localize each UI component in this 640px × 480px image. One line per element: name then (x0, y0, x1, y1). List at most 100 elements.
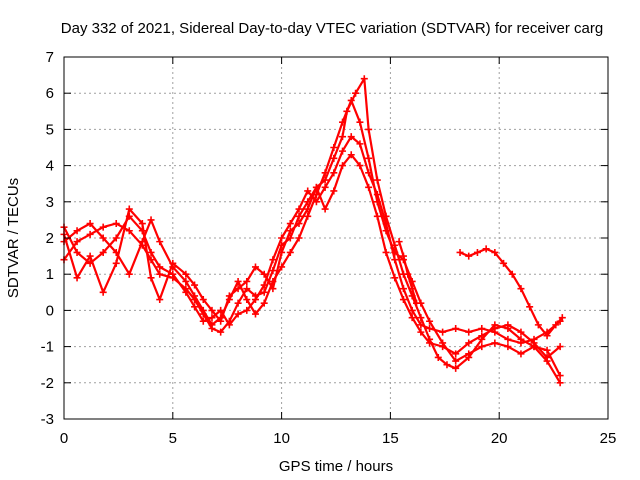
data-point (278, 234, 286, 242)
data-point (356, 162, 364, 170)
data-point (86, 230, 94, 238)
data-point (330, 154, 338, 162)
data-point (251, 263, 259, 271)
data-point (321, 205, 329, 213)
data-point (243, 285, 251, 293)
data-point (251, 296, 259, 304)
data-point (413, 299, 421, 307)
data-point (356, 118, 364, 126)
data-point (312, 183, 320, 191)
data-point (112, 234, 120, 242)
y-tick-label: 3 (46, 194, 54, 211)
data-point (399, 285, 407, 293)
data-point (399, 252, 407, 260)
data-point (295, 205, 303, 213)
x-tick-label: 5 (169, 430, 177, 447)
data-point (417, 321, 425, 329)
data-point (426, 317, 434, 325)
data-point (452, 357, 460, 365)
data-point (182, 270, 190, 278)
data-point (125, 270, 133, 278)
chart-title: Day 332 of 2021, Sidereal Day-to-day VTE… (61, 20, 603, 37)
data-point (147, 216, 155, 224)
y-tick-label: 6 (46, 85, 54, 102)
data-point (339, 147, 347, 155)
y-tick-label: -2 (41, 375, 54, 392)
data-point (482, 245, 490, 253)
data-point (234, 299, 242, 307)
data-point (530, 339, 538, 347)
data-point (491, 339, 499, 347)
data-point (156, 263, 164, 271)
data-point (260, 281, 268, 289)
data-point (517, 350, 525, 358)
data-point (504, 343, 512, 351)
data-point (147, 248, 155, 256)
data-point (260, 299, 268, 307)
data-point (269, 256, 277, 264)
data-point (543, 332, 551, 340)
data-point (243, 277, 251, 285)
data-point (278, 248, 286, 256)
data-point (86, 220, 94, 228)
data-point (199, 317, 207, 325)
series-trace-4 (60, 151, 564, 361)
y-tick-label: 2 (46, 230, 54, 247)
data-point (73, 238, 81, 246)
data-point (452, 350, 460, 358)
data-point (99, 288, 107, 296)
data-point (365, 125, 373, 133)
data-point (260, 270, 268, 278)
data-point (439, 328, 447, 336)
data-point (99, 223, 107, 231)
data-point (73, 248, 81, 256)
data-point (473, 248, 481, 256)
data-point (86, 252, 94, 260)
data-point (465, 328, 473, 336)
data-point (347, 133, 355, 141)
data-point (269, 267, 277, 275)
data-point (395, 238, 403, 246)
data-point (99, 248, 107, 256)
data-point (321, 169, 329, 177)
data-point (295, 212, 303, 220)
data-point (169, 259, 177, 267)
data-point (517, 339, 525, 347)
data-point (225, 292, 233, 300)
data-point (304, 187, 312, 195)
data-point (391, 256, 399, 264)
data-point (112, 220, 120, 228)
data-point (417, 314, 425, 322)
x-tick-label: 0 (60, 430, 68, 447)
data-point (434, 353, 442, 361)
data-point (251, 310, 259, 318)
data-point (491, 325, 499, 332)
data-point (360, 75, 368, 83)
series-line (63, 77, 562, 384)
data-point (99, 234, 107, 242)
data-point (234, 285, 242, 293)
data-point (234, 277, 242, 285)
x-axis-label: GPS time / hours (279, 458, 393, 475)
data-point (73, 274, 81, 282)
data-point (556, 343, 564, 351)
data-point (504, 321, 512, 329)
data-point (391, 274, 399, 282)
x-tick-label: 15 (382, 430, 399, 447)
series-trace-1 (60, 75, 564, 387)
data-point (112, 259, 120, 267)
data-point (426, 325, 434, 332)
data-point (558, 314, 566, 322)
data-point (125, 205, 133, 213)
data-point (330, 169, 338, 177)
data-point (478, 332, 486, 340)
data-point (465, 350, 473, 358)
data-point (147, 274, 155, 282)
data-point (478, 343, 486, 351)
data-point (347, 151, 355, 159)
data-point (199, 296, 207, 304)
data-point (478, 325, 486, 332)
data-point (543, 353, 551, 361)
data-point (138, 220, 146, 228)
